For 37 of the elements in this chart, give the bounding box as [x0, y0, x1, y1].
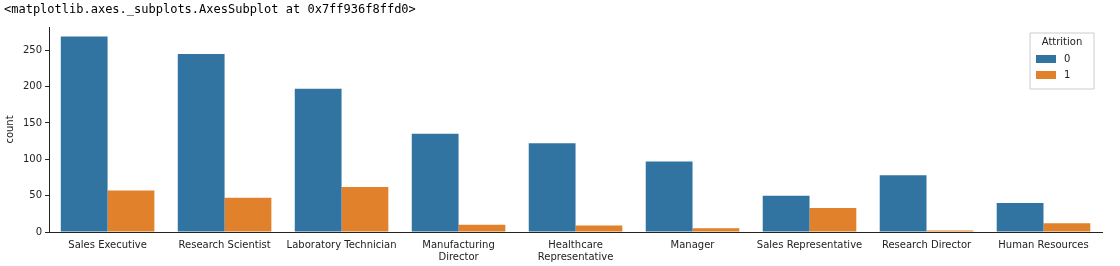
chart-title: <matplotlib.axes._subplots.AxesSubplot at 0x7ff936f8ffd0> — [4, 2, 416, 16]
bar — [762, 195, 810, 232]
bar — [107, 190, 155, 232]
x-tick-label: Human Resources — [998, 238, 1089, 250]
x-tick-label: Research Scientist — [178, 238, 271, 250]
y-tick-label: 100 — [22, 152, 43, 164]
bar — [224, 197, 272, 232]
y-tick-label: 250 — [22, 43, 43, 55]
bar — [996, 202, 1044, 232]
legend-title: Attrition — [1041, 35, 1083, 47]
bar — [809, 208, 857, 232]
bar — [60, 36, 108, 232]
x-tick-label: Research Director — [881, 238, 973, 250]
bar — [458, 224, 506, 232]
x-tick-label: Laboratory Technician — [286, 238, 397, 250]
bar — [294, 88, 342, 232]
bar — [575, 225, 623, 232]
bar — [692, 228, 740, 232]
bar — [879, 175, 927, 232]
bar — [528, 143, 576, 232]
x-tick-label: Manufacturing Director — [422, 238, 495, 262]
x-tick-label: Manager — [670, 238, 716, 250]
legend-label: 1 — [1064, 68, 1071, 80]
x-tick-label: Healthcare Representative — [537, 238, 614, 262]
y-tick-label: 150 — [22, 116, 43, 128]
legend-label: 0 — [1064, 52, 1071, 64]
x-tick-label: Sales Executive — [68, 238, 147, 250]
bar — [1043, 223, 1091, 232]
bar — [341, 186, 389, 232]
bar — [177, 53, 225, 232]
y-axis-title: count — [3, 115, 15, 144]
bar — [645, 161, 693, 232]
y-tick-label: 200 — [22, 80, 43, 92]
bar — [411, 133, 459, 232]
y-tick-label: 0 — [35, 225, 43, 237]
y-tick-label: 50 — [29, 189, 43, 201]
x-tick-label: Sales Representative — [756, 238, 863, 250]
